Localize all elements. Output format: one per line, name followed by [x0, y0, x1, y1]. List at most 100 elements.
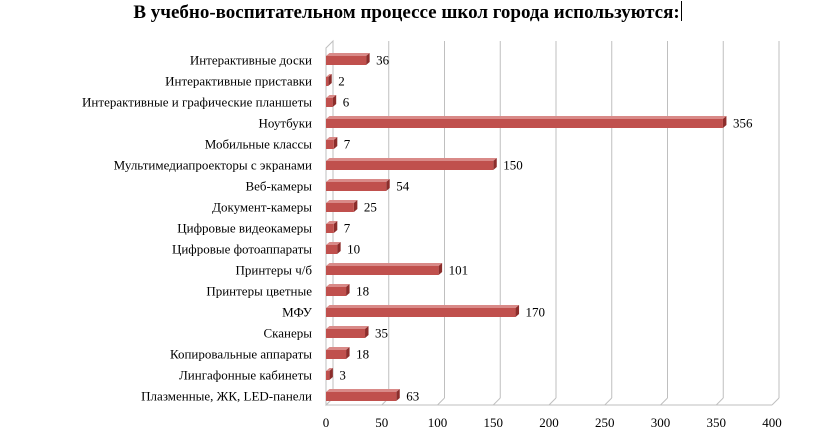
bar	[326, 371, 330, 380]
floor-grid-line	[660, 397, 668, 406]
data-label: 18	[356, 284, 369, 299]
bar-top	[326, 242, 341, 245]
bar-side	[722, 116, 727, 128]
bar-top	[326, 116, 727, 119]
data-label: 6	[343, 95, 350, 110]
bar	[326, 77, 329, 86]
data-label: 36	[376, 53, 390, 68]
bar	[326, 161, 494, 170]
data-label: 101	[449, 263, 469, 278]
category-label: Мультимедиапроекторы с экранами	[114, 158, 312, 173]
floor-grid-line	[548, 397, 557, 406]
category-label: Документ-камеры	[212, 200, 312, 215]
floor-grid-line	[715, 397, 724, 406]
bar	[326, 140, 334, 149]
chart-title-text: В учебно-воспитательном процессе школ го…	[133, 2, 680, 23]
x-tick-label: 300	[651, 415, 671, 430]
bar-side	[332, 95, 337, 107]
category-label: Цифровые фотоаппараты	[172, 242, 312, 257]
bar-top	[326, 347, 350, 350]
x-tick-label: 0	[323, 415, 330, 430]
x-tick-label: 50	[375, 415, 388, 430]
data-label: 54	[396, 179, 410, 194]
bar	[326, 98, 333, 107]
bar-side	[346, 284, 350, 296]
category-label: Мобильные классы	[205, 137, 313, 152]
category-label: Веб-камеры	[245, 179, 312, 194]
data-label: 63	[406, 389, 419, 404]
bar-side	[329, 368, 333, 380]
text-cursor	[680, 1, 682, 21]
bar-side	[493, 158, 497, 170]
category-label: Интерактивные приставки	[165, 74, 312, 89]
category-label: Плазменные, ЖК, LED-панели	[141, 389, 312, 404]
category-label: Ноутбуки	[259, 116, 313, 131]
bar-side	[353, 200, 358, 212]
bar-top	[326, 137, 338, 140]
data-label: 7	[344, 137, 351, 152]
bar-side	[337, 242, 341, 254]
bar	[326, 266, 439, 275]
bar-top	[326, 326, 369, 329]
bar-side	[386, 179, 390, 191]
data-label: 170	[526, 305, 546, 320]
bar-top	[326, 74, 332, 77]
x-tick-label: 100	[428, 415, 448, 430]
category-label: МФУ	[282, 305, 313, 320]
category-label: Интерактивные и графические планшеты	[82, 95, 312, 110]
data-label: 2	[338, 74, 345, 89]
bar-top	[326, 221, 338, 224]
data-label: 25	[364, 200, 377, 215]
floor-grid-line	[437, 397, 445, 406]
bar-top	[326, 284, 350, 287]
bar-side	[333, 137, 338, 149]
chart-title: В учебно-воспитательном процессе школ го…	[0, 1, 815, 24]
bar-side	[438, 263, 443, 275]
category-label: Принтеры цветные	[206, 284, 312, 299]
floor-grid-line	[492, 397, 501, 406]
data-label: 150	[503, 158, 523, 173]
x-tick-label: 150	[484, 415, 504, 430]
x-tick-label: 400	[762, 415, 782, 430]
data-label: 18	[356, 347, 369, 362]
category-label: Цифровые видеокамеры	[177, 221, 312, 236]
bar-top	[326, 368, 333, 371]
category-label: Сканеры	[263, 326, 312, 341]
floor-grid-line	[604, 397, 613, 406]
bar-side	[333, 221, 338, 233]
bar	[326, 182, 387, 191]
data-label: 35	[375, 326, 388, 341]
data-label: 356	[733, 116, 753, 131]
bar	[326, 329, 366, 338]
data-label: 7	[344, 221, 351, 236]
bar	[326, 392, 397, 401]
bar-top	[326, 200, 358, 203]
category-label: Принтеры ч/б	[235, 263, 312, 278]
bar-side	[515, 305, 520, 317]
bar	[326, 308, 516, 317]
x-tick-label: 200	[539, 415, 559, 430]
bar	[326, 203, 354, 212]
bar-side	[328, 74, 332, 86]
data-label: 3	[339, 368, 346, 383]
bar-top	[326, 179, 390, 182]
bar-side	[366, 53, 370, 65]
bar-top	[326, 95, 337, 98]
bar	[326, 56, 367, 65]
bar-top	[326, 53, 370, 56]
bar	[326, 224, 334, 233]
bar-top	[326, 389, 400, 392]
bar-top	[326, 263, 443, 266]
x-tick-label: 350	[707, 415, 727, 430]
bar-side	[365, 326, 369, 338]
floor-grid-line	[771, 397, 780, 406]
bar-side	[346, 347, 350, 359]
bar	[326, 350, 347, 359]
bar	[326, 287, 347, 296]
data-label: 10	[347, 242, 360, 257]
category-label: Интерактивные доски	[190, 53, 312, 68]
bar-top	[326, 158, 497, 161]
x-tick-label: 250	[595, 415, 615, 430]
bar-side	[396, 389, 400, 401]
